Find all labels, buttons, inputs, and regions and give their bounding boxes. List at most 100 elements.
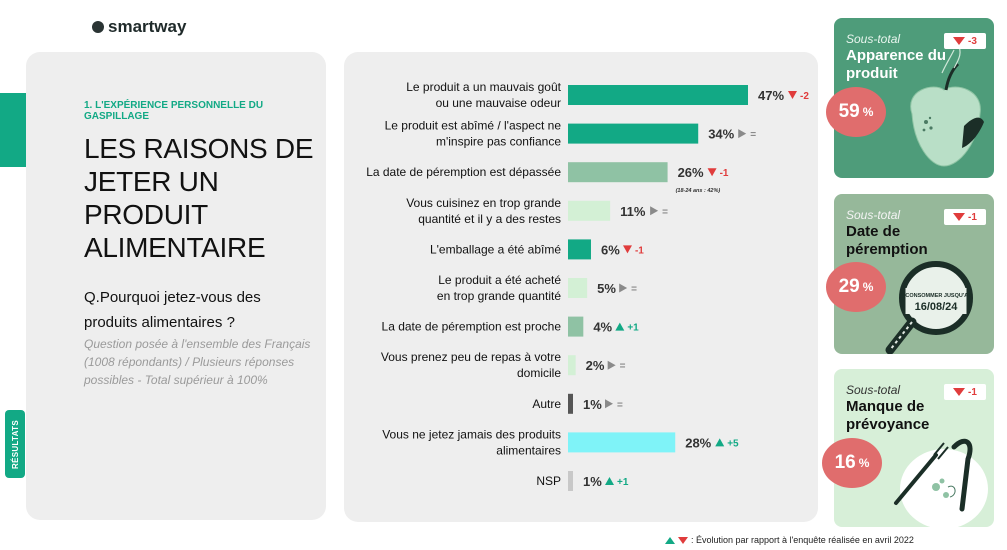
annotation: (18-24 ans : 42%) [676, 188, 721, 194]
card-title: Apparence du produit [846, 47, 947, 82]
category-label: Vous cuisinez en trop grande quantité et … [406, 196, 561, 226]
page-title: LES RAISONS DE JETER UN PRODUIT ALIMENTA… [84, 133, 314, 263]
category-label: L'emballage a été abîmé [430, 242, 561, 256]
bar [568, 85, 748, 105]
evolution-value: = [617, 400, 623, 411]
evolution-badge: -1 [944, 209, 986, 225]
evolution-arrow-icon [715, 438, 725, 447]
evolution-value: -2 [800, 91, 809, 102]
evolution-value: -1 [720, 168, 729, 179]
badge-value: 59 [838, 101, 860, 122]
bar [568, 316, 584, 337]
footer-legend: : Évolution par rapport à l'enquête réal… [665, 535, 914, 545]
apple-illustration [910, 43, 984, 167]
evolution-value: -3 [968, 35, 977, 47]
side-label: RÉSULTATS [5, 410, 25, 478]
bar [568, 239, 591, 260]
evolution-badge: -1 [944, 384, 986, 400]
bar [568, 123, 699, 144]
evolution-value: -1 [968, 211, 977, 223]
question-note: Question posée à l'ensemble des Français… [84, 337, 311, 387]
category-label: La date de péremption est dépassée [366, 165, 561, 179]
side-label-text: RÉSULTATS [10, 419, 20, 469]
section-label: 1. L'EXPÉRIENCE PERSONNELLE DU GASPILLAG… [84, 100, 264, 122]
category-label: La date de péremption est proche [382, 320, 562, 334]
stamp-top-text: À CONSOMMER JUSQU'AU [900, 292, 972, 299]
evolution-value: +1 [627, 323, 639, 334]
bar [568, 162, 668, 183]
question-text: Q.Pourquoi jetez-vous des produits alime… [84, 289, 261, 331]
evolution-value: -1 [968, 386, 977, 398]
value-label: 34% [708, 127, 734, 142]
bar [568, 432, 676, 453]
percentage-badge-appearance: 59% [826, 87, 886, 137]
card-title: Manque de prévoyance [846, 398, 930, 433]
down-arrow-icon [953, 388, 966, 396]
badge-percent-sign: % [858, 456, 870, 470]
value-label: 1% [583, 397, 602, 412]
evolution-value: = [662, 207, 668, 218]
down-arrow-icon [678, 536, 688, 544]
evolution-value: = [620, 361, 626, 372]
bar [568, 393, 573, 414]
left-panel: 1. L'EXPÉRIENCE PERSONNELLE DU GASPILLAG… [26, 52, 326, 520]
footer-text: : Évolution par rapport à l'enquête réal… [691, 535, 914, 545]
stamp-date-text: 16/08/24 [915, 301, 959, 313]
value-label: 6% [601, 242, 620, 257]
evolution-arrow-icon [605, 399, 613, 409]
evolution-arrow-icon [738, 129, 747, 139]
value-label: 26% [678, 165, 704, 180]
evolution-arrow-icon [650, 206, 659, 216]
logo-text: smartway [108, 17, 187, 36]
evolution-value: +5 [727, 438, 739, 449]
percentage-badge-expiry: 29% [826, 262, 886, 312]
chart-panel: Le produit a un mauvais goût ou une mauva… [344, 52, 818, 522]
category-label: Autre [532, 397, 561, 411]
evolution-arrow-icon [707, 168, 717, 177]
evolution-value: +1 [617, 477, 629, 488]
bar [568, 355, 576, 376]
badge-value: 29 [838, 276, 860, 297]
evolution-value: = [750, 130, 756, 141]
bar-chart: Le produit a un mauvais goût ou une mauva… [366, 80, 809, 491]
category-label: Le produit a été acheté en trop grande qu… [437, 273, 561, 303]
evolution-arrow-icon [788, 91, 797, 99]
evolution-arrow-icon [619, 283, 628, 293]
value-label: 11% [620, 204, 646, 219]
green-accent-tab [0, 93, 28, 167]
bar [568, 278, 588, 298]
evolution-arrow-icon [615, 322, 625, 331]
bar [568, 200, 611, 221]
category-label: Le produit a un mauvais goût ou une mauva… [406, 80, 561, 110]
down-arrow-icon [953, 37, 966, 45]
card-subtitle: Sous-total [846, 208, 901, 222]
category-label: Le produit est abîmé / l'aspect ne m'insp… [385, 119, 562, 149]
value-label: 5% [597, 281, 616, 296]
bar [568, 471, 573, 491]
badge-percent-sign: % [862, 280, 874, 294]
evolution-arrow-icon [607, 360, 616, 370]
value-label: 4% [593, 320, 612, 335]
percentage-badge-planning: 16% [822, 438, 882, 488]
up-arrow-icon [665, 536, 675, 544]
evolution-value: = [631, 284, 637, 295]
card-subtitle: Sous-total [846, 32, 901, 46]
smartway-logo: smartway [92, 17, 186, 37]
card-title: Date de péremption [846, 223, 928, 258]
evolution-arrow-icon [605, 477, 614, 485]
card-subtitle: Sous-total [846, 383, 901, 397]
value-label: 1% [583, 474, 602, 489]
evolution-arrow-icon [622, 245, 632, 254]
magnifier-illustration: À CONSOMMER JUSQU'AU 16/08/24 [885, 261, 973, 354]
evolution-badge: -3 [944, 33, 986, 49]
category-label: Vous ne jetez jamais des produits aliment… [382, 427, 561, 457]
value-label: 47% [758, 88, 784, 103]
category-label: NSP [536, 474, 561, 488]
category-label: Vous prenez peu de repas à votre domicile [381, 350, 561, 380]
globe-icon [92, 21, 104, 33]
badge-value: 16 [834, 452, 856, 473]
value-label: 28% [685, 435, 711, 450]
value-label: 2% [586, 358, 605, 373]
down-arrow-icon [953, 213, 966, 221]
badge-percent-sign: % [862, 105, 874, 119]
